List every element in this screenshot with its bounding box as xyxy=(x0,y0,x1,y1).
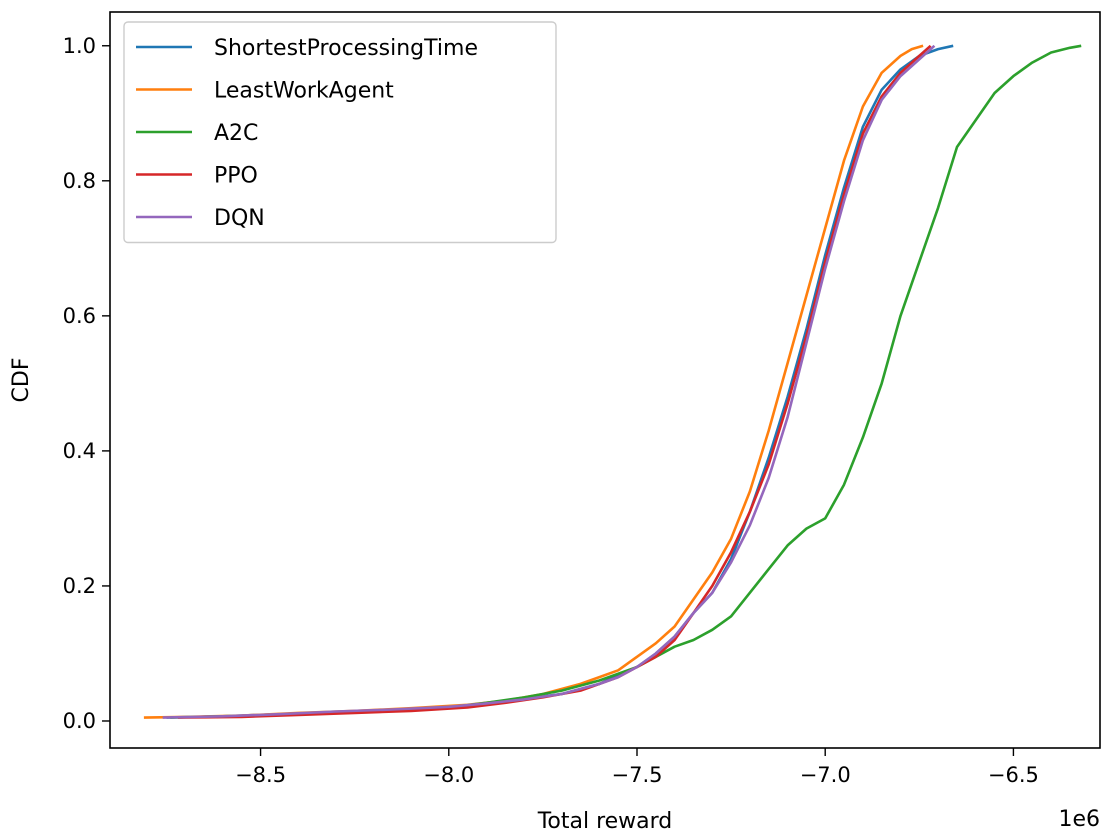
ticks-layer: −8.5 −8.0 −7.5 −7.0 −6.5 0.0 0.2 0.4 0.6 0.8 1.0 xyxy=(63,34,1039,787)
legend-box xyxy=(123,21,557,244)
x-tick-label: −7.0 xyxy=(800,763,851,787)
y-tick-label: 1.0 xyxy=(63,34,96,58)
y-tick-label: 0.0 xyxy=(63,709,96,733)
legend-label: ShortestProcessingTime xyxy=(214,36,478,61)
y-tick-label: 0.2 xyxy=(63,574,96,598)
y-tick-label: 0.4 xyxy=(63,439,96,463)
y-tick-label: 0.8 xyxy=(63,169,96,193)
x-tick-label: −7.5 xyxy=(611,763,662,787)
plot-frame xyxy=(109,11,1101,749)
legend-label: PPO xyxy=(214,164,258,189)
y-tick-label: 0.6 xyxy=(63,304,96,328)
x-tick-label: −8.5 xyxy=(235,763,286,787)
x-axis-label: Total reward xyxy=(537,809,673,834)
x-tick-label: −8.0 xyxy=(423,763,474,787)
legend-label: A2C xyxy=(214,121,258,146)
legend: ShortestProcessingTime LeastWorkAgent A2C P… xyxy=(123,21,557,244)
x-tick-label: −6.5 xyxy=(988,763,1039,787)
x-axis-offset-label: 1e6 xyxy=(1058,807,1100,832)
y-axis-label: CDF xyxy=(9,358,34,403)
series-layer xyxy=(143,44,1082,719)
legend-label: LeastWorkAgent xyxy=(214,79,394,104)
series-line-dqn xyxy=(162,44,936,719)
legend-label: DQN xyxy=(214,206,265,231)
